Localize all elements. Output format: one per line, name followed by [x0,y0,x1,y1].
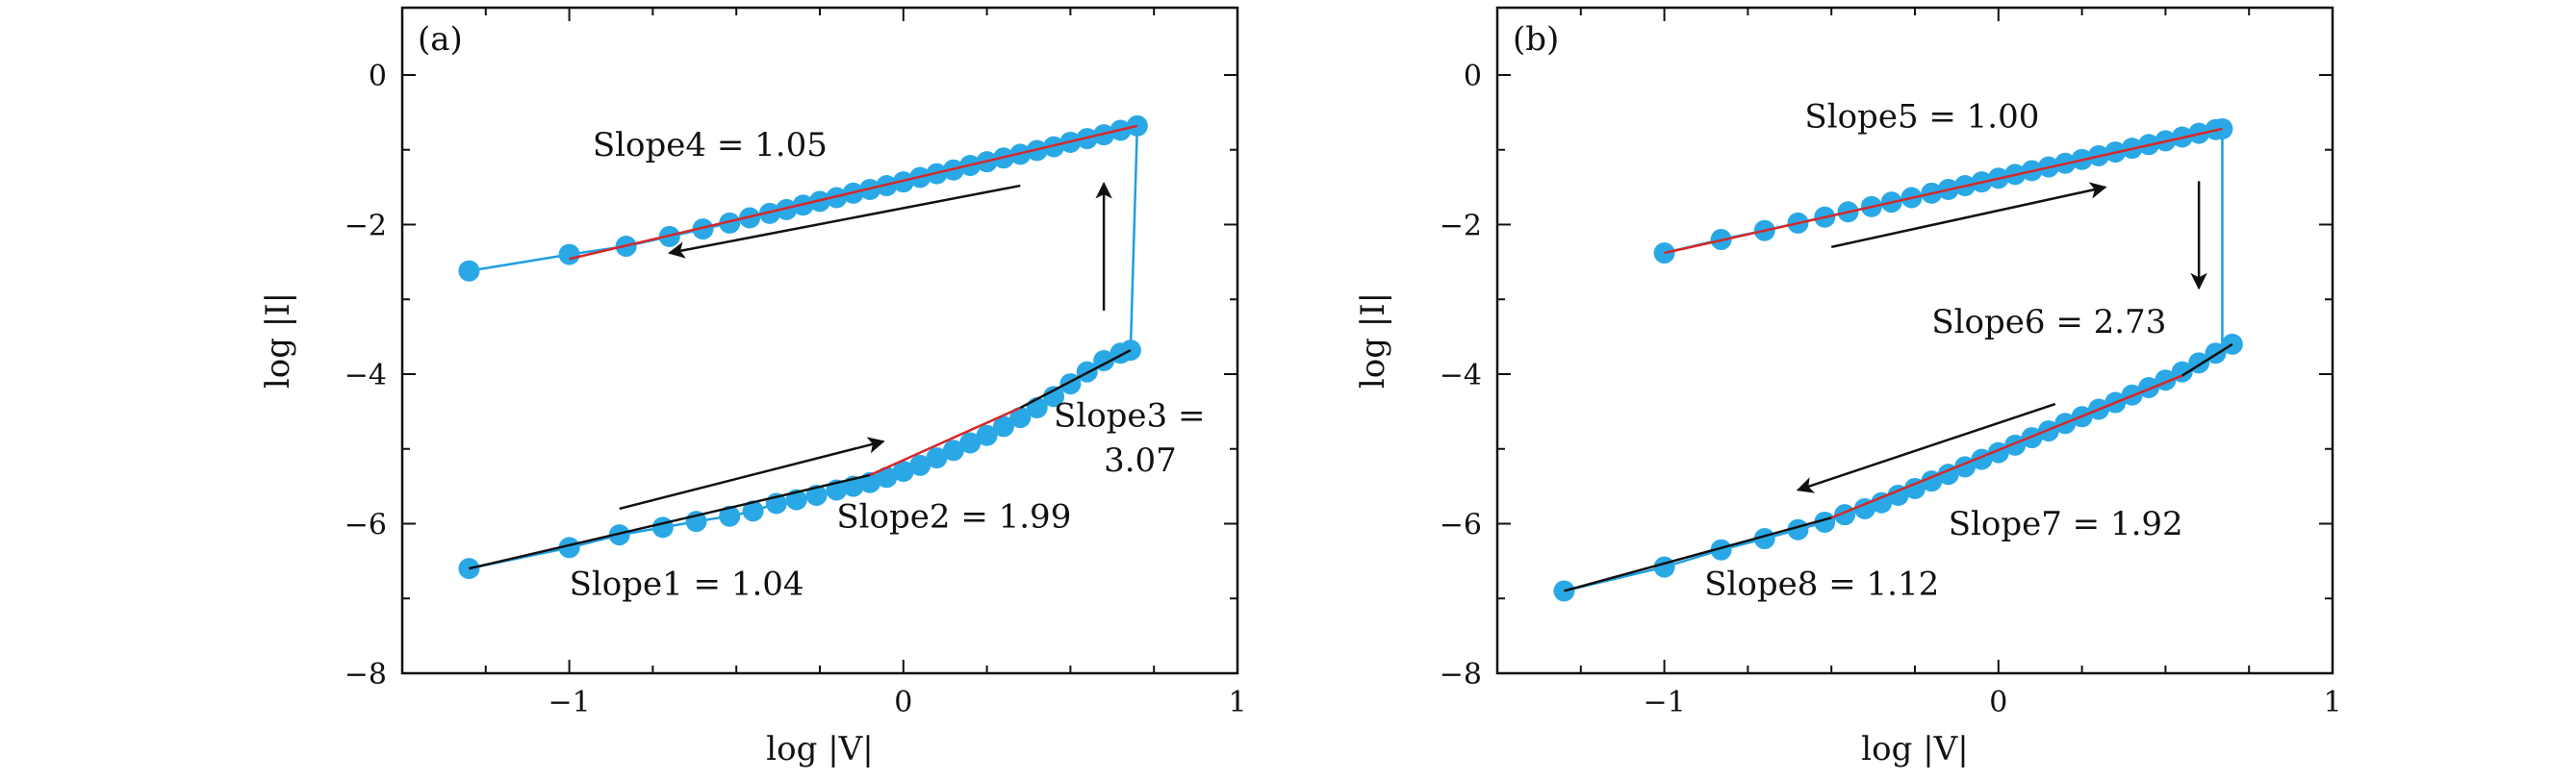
data-point [1904,477,1926,499]
sweep-direction-arrow [1830,182,2107,249]
data-point [892,461,914,483]
fit-line-slope1 [469,473,871,570]
switching-jump-line [1129,125,1139,351]
slope-annotation: 3.07 [1104,441,1177,480]
data-point [1853,497,1875,519]
y-axis-label: log |I| [259,292,297,389]
y-tick-label: −4 [344,359,387,392]
x-tick-label: 1 [2323,686,2341,719]
x-tick-label: 1 [1228,686,1246,719]
data-point [992,415,1014,438]
data-point [959,432,982,454]
data-point [458,260,480,282]
data-point [558,243,580,265]
data-point [2138,376,2160,398]
y-tick-label: −8 [1440,658,1482,692]
data-point [892,171,914,193]
data-point [558,537,580,559]
data-point [1043,136,1065,158]
x-tick-label: −1 [548,686,590,719]
data-point [926,447,948,469]
data-point [1871,491,1893,514]
data-point [742,500,764,522]
data-point [1653,556,1675,578]
sweep-direction-arrow [668,184,1021,259]
y-tick-label: 0 [369,60,387,93]
data-point [1710,539,1732,561]
y-axis-label: log |I| [1354,292,1392,389]
y-tick-label: 0 [1464,60,1482,93]
data-point [719,505,741,527]
y-tick-label: −2 [344,209,387,242]
data-point [719,212,741,234]
data-point [876,466,898,489]
panel-b: −1 0 1 0 −2 −4 −6 −8 log |V| log |I| (b) Slope5 = 1… [1354,6,2342,768]
y-tick-label: −6 [344,508,387,541]
data-point [692,218,714,240]
data-point [942,440,964,462]
fit-line-slope6 [2181,342,2233,377]
fit-line-slope8 [1564,516,1832,592]
x-tick-label: 0 [1989,686,2007,719]
slope-annotation: Slope8 = 1.12 [1704,565,1939,603]
slope-annotation: Slope6 = 2.73 [1931,303,2166,341]
y-tick-label: −6 [1440,508,1482,541]
data-point [608,524,630,546]
data-point [909,454,931,476]
data-point [1887,484,1909,506]
fit-line-slope7 [1830,374,2183,519]
x-axis-label: log |V| [1861,730,1968,768]
plot-frame [400,6,1239,675]
data-point [758,202,780,224]
slope-annotation: Slope5 = 1.00 [1804,97,2039,136]
fit-line-slope2 [869,406,1021,477]
y-tick-label: −8 [344,658,387,692]
slope-annotation: Slope1 = 1.04 [570,565,804,603]
fit-line-slope4 [569,124,1138,261]
data-point [1009,407,1032,429]
slope-annotation: Slope2 = 1.99 [836,497,1071,536]
series-connector-line [1564,342,2233,592]
panel-a: −1 0 1 0 −2 −4 −6 −8 log |V| log |I| (a) Slope1 = 1… [259,6,1247,768]
panel-label: (b) [1513,20,1559,59]
panel-label: (a) [418,20,463,59]
sweep-direction-arrow [619,437,885,511]
data-point [776,198,798,220]
data-point [1043,386,1065,408]
data-point [976,424,998,446]
fit-line-slope3 [1019,349,1132,410]
x-tick-label: 0 [894,686,912,719]
data-point [651,516,674,539]
data-point [826,187,848,209]
y-tick-label: −2 [1440,209,1482,242]
slope-annotation: Slope7 = 1.92 [1949,505,2183,543]
slope-annotation: Slope4 = 1.05 [593,126,828,164]
y-tick-label: −4 [1440,359,1482,392]
slope-annotation: Slope3 = [1054,396,1205,435]
x-axis-label: log |V| [766,730,873,768]
x-tick-label: −1 [1643,686,1685,719]
fit-line-slope5 [1664,127,2223,255]
sweep-direction-arrow [1796,402,2056,493]
